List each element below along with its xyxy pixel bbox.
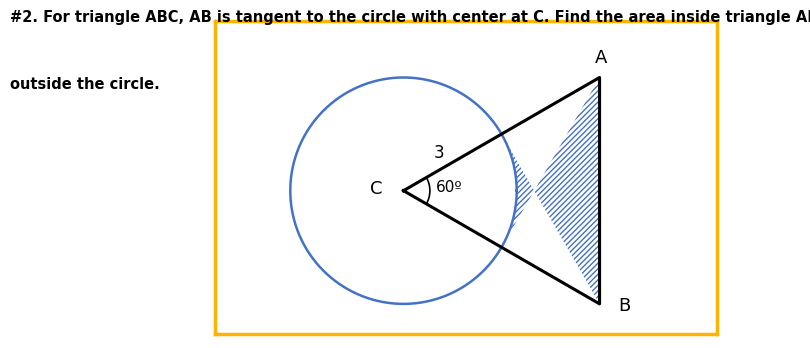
Text: outside the circle.: outside the circle. — [10, 77, 160, 92]
Text: C: C — [370, 180, 383, 198]
Text: 60º: 60º — [436, 180, 463, 195]
Text: 3: 3 — [434, 144, 445, 161]
Text: B: B — [618, 297, 631, 315]
Text: A: A — [595, 49, 608, 67]
Text: #2. For triangle ABC, AB is tangent to the circle with center at C. Find the are: #2. For triangle ABC, AB is tangent to t… — [10, 10, 810, 25]
